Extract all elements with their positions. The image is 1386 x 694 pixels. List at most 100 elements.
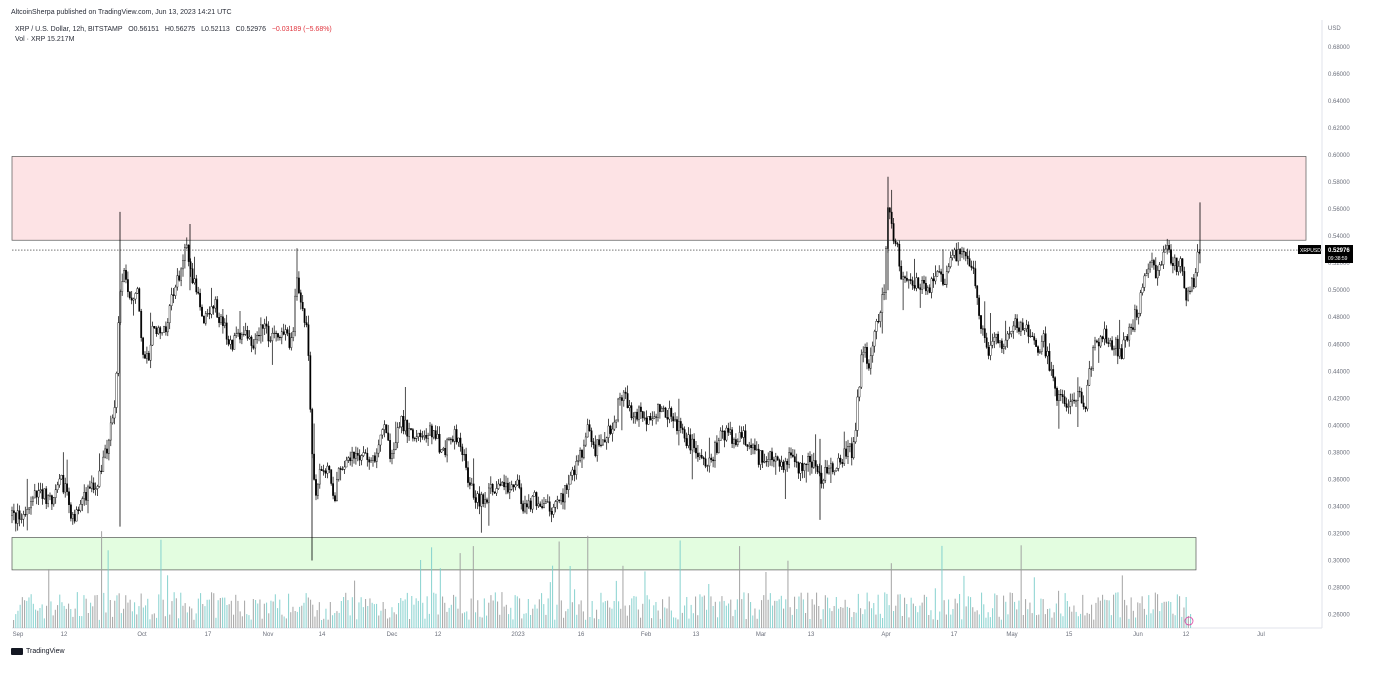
candle-body bbox=[497, 483, 500, 489]
candle-body bbox=[12, 510, 15, 513]
candle-body bbox=[117, 322, 120, 374]
candle-body bbox=[425, 435, 428, 439]
candle-body bbox=[531, 496, 534, 510]
candle-body bbox=[16, 510, 19, 524]
volume-bar bbox=[717, 617, 719, 628]
candle-body bbox=[364, 452, 367, 454]
volume-bar bbox=[917, 612, 919, 628]
volume-bar bbox=[1036, 615, 1038, 628]
volume-bar bbox=[338, 612, 340, 628]
candle-body bbox=[168, 305, 171, 323]
volume-bar bbox=[94, 595, 96, 628]
volume-bar bbox=[514, 595, 516, 628]
candle-body bbox=[900, 266, 903, 280]
candle-body bbox=[1073, 399, 1076, 402]
candle-body bbox=[121, 281, 124, 293]
volume-bar bbox=[285, 618, 287, 628]
volume-bar bbox=[1022, 615, 1024, 628]
candle-body bbox=[370, 460, 372, 463]
candle-body bbox=[693, 438, 696, 449]
y-tick-label: 0.60000 bbox=[1328, 153, 1350, 159]
volume-bar bbox=[153, 613, 155, 628]
volume-bar bbox=[831, 611, 833, 628]
candle-body bbox=[90, 482, 93, 489]
y-tick-label: 0.38000 bbox=[1328, 450, 1350, 456]
candle-body bbox=[907, 279, 910, 281]
volume-bar bbox=[631, 598, 633, 628]
candle-body bbox=[936, 271, 939, 277]
volume-bar bbox=[151, 614, 153, 628]
volume-bar bbox=[79, 616, 81, 628]
candle-body bbox=[805, 463, 808, 465]
volume-bar bbox=[1187, 615, 1189, 628]
candle-body bbox=[659, 404, 661, 412]
candle-body bbox=[626, 393, 629, 408]
volume-bar bbox=[648, 599, 650, 628]
volume-bar bbox=[307, 597, 309, 628]
volume-bar bbox=[424, 618, 426, 628]
candle-body bbox=[284, 329, 287, 335]
candle-body bbox=[1082, 402, 1085, 407]
candle-body bbox=[126, 279, 129, 293]
candle-body bbox=[1069, 401, 1072, 407]
volume-bar bbox=[1143, 608, 1145, 628]
candle-body bbox=[1023, 328, 1026, 331]
volume-bar bbox=[655, 602, 657, 628]
candle-body bbox=[391, 453, 393, 459]
volume-bar bbox=[1069, 606, 1071, 628]
x-tick-label: 14 bbox=[319, 632, 326, 638]
candle-body bbox=[176, 275, 179, 288]
x-tick-label: Sep bbox=[13, 632, 24, 638]
volume-bar bbox=[732, 616, 734, 628]
volume-bar bbox=[743, 592, 745, 628]
volume-bar bbox=[895, 605, 897, 628]
volume-bar bbox=[400, 598, 402, 628]
volume-bar bbox=[710, 596, 712, 628]
volume-bar bbox=[1115, 592, 1117, 628]
volume-bar bbox=[204, 606, 206, 628]
candle-body bbox=[402, 416, 405, 432]
volume-bar bbox=[618, 601, 620, 628]
candle-body bbox=[987, 347, 990, 356]
volume-bar bbox=[215, 617, 217, 628]
candle-body bbox=[252, 345, 255, 349]
volume-bar bbox=[611, 608, 613, 628]
candle-body bbox=[41, 489, 44, 499]
volume-bar bbox=[538, 599, 540, 628]
candle-body bbox=[330, 469, 333, 484]
volume-bar bbox=[673, 617, 675, 628]
candle-body bbox=[771, 451, 773, 460]
volume-bar bbox=[351, 597, 353, 628]
volume-bar bbox=[1077, 616, 1079, 628]
volume-bar bbox=[475, 612, 477, 628]
volume-bar bbox=[855, 612, 857, 628]
candle-body bbox=[163, 326, 165, 333]
candle-body bbox=[1122, 339, 1125, 359]
candle-body bbox=[537, 503, 540, 507]
volume-bar bbox=[389, 617, 391, 628]
candle-body bbox=[303, 308, 306, 323]
candle-body bbox=[839, 457, 842, 463]
candle-body bbox=[1170, 249, 1172, 264]
volume-bar bbox=[761, 600, 763, 628]
candle-body bbox=[740, 432, 743, 438]
candle-body bbox=[793, 456, 796, 463]
candle-body bbox=[442, 448, 445, 450]
volume-bar bbox=[1157, 594, 1159, 628]
candle-body bbox=[305, 322, 308, 326]
volume-bar bbox=[380, 610, 382, 628]
candle-body bbox=[934, 276, 937, 282]
x-tick-label: 16 bbox=[578, 632, 585, 638]
candle-body bbox=[560, 493, 563, 502]
candle-body bbox=[1162, 251, 1165, 265]
candle-body bbox=[450, 438, 452, 440]
volume-bar bbox=[200, 593, 202, 628]
candle-body bbox=[1088, 368, 1091, 386]
candle-body bbox=[993, 337, 996, 342]
volume-bar bbox=[1020, 545, 1022, 628]
candle-body bbox=[579, 450, 582, 461]
volume-bar bbox=[211, 592, 213, 628]
candle-body bbox=[87, 486, 89, 501]
volume-bar bbox=[1097, 597, 1099, 628]
